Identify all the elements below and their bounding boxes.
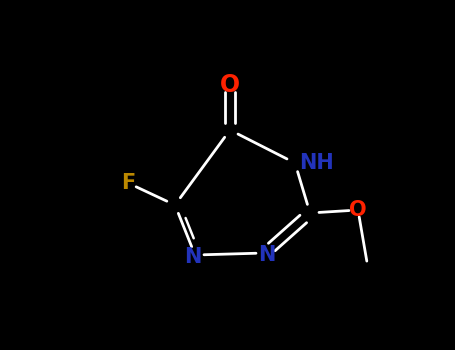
Text: F: F [121, 173, 135, 193]
Text: O: O [220, 73, 240, 97]
Text: N: N [258, 245, 276, 265]
Text: N: N [184, 247, 202, 267]
Text: O: O [349, 200, 367, 220]
Text: NH: NH [299, 153, 334, 173]
